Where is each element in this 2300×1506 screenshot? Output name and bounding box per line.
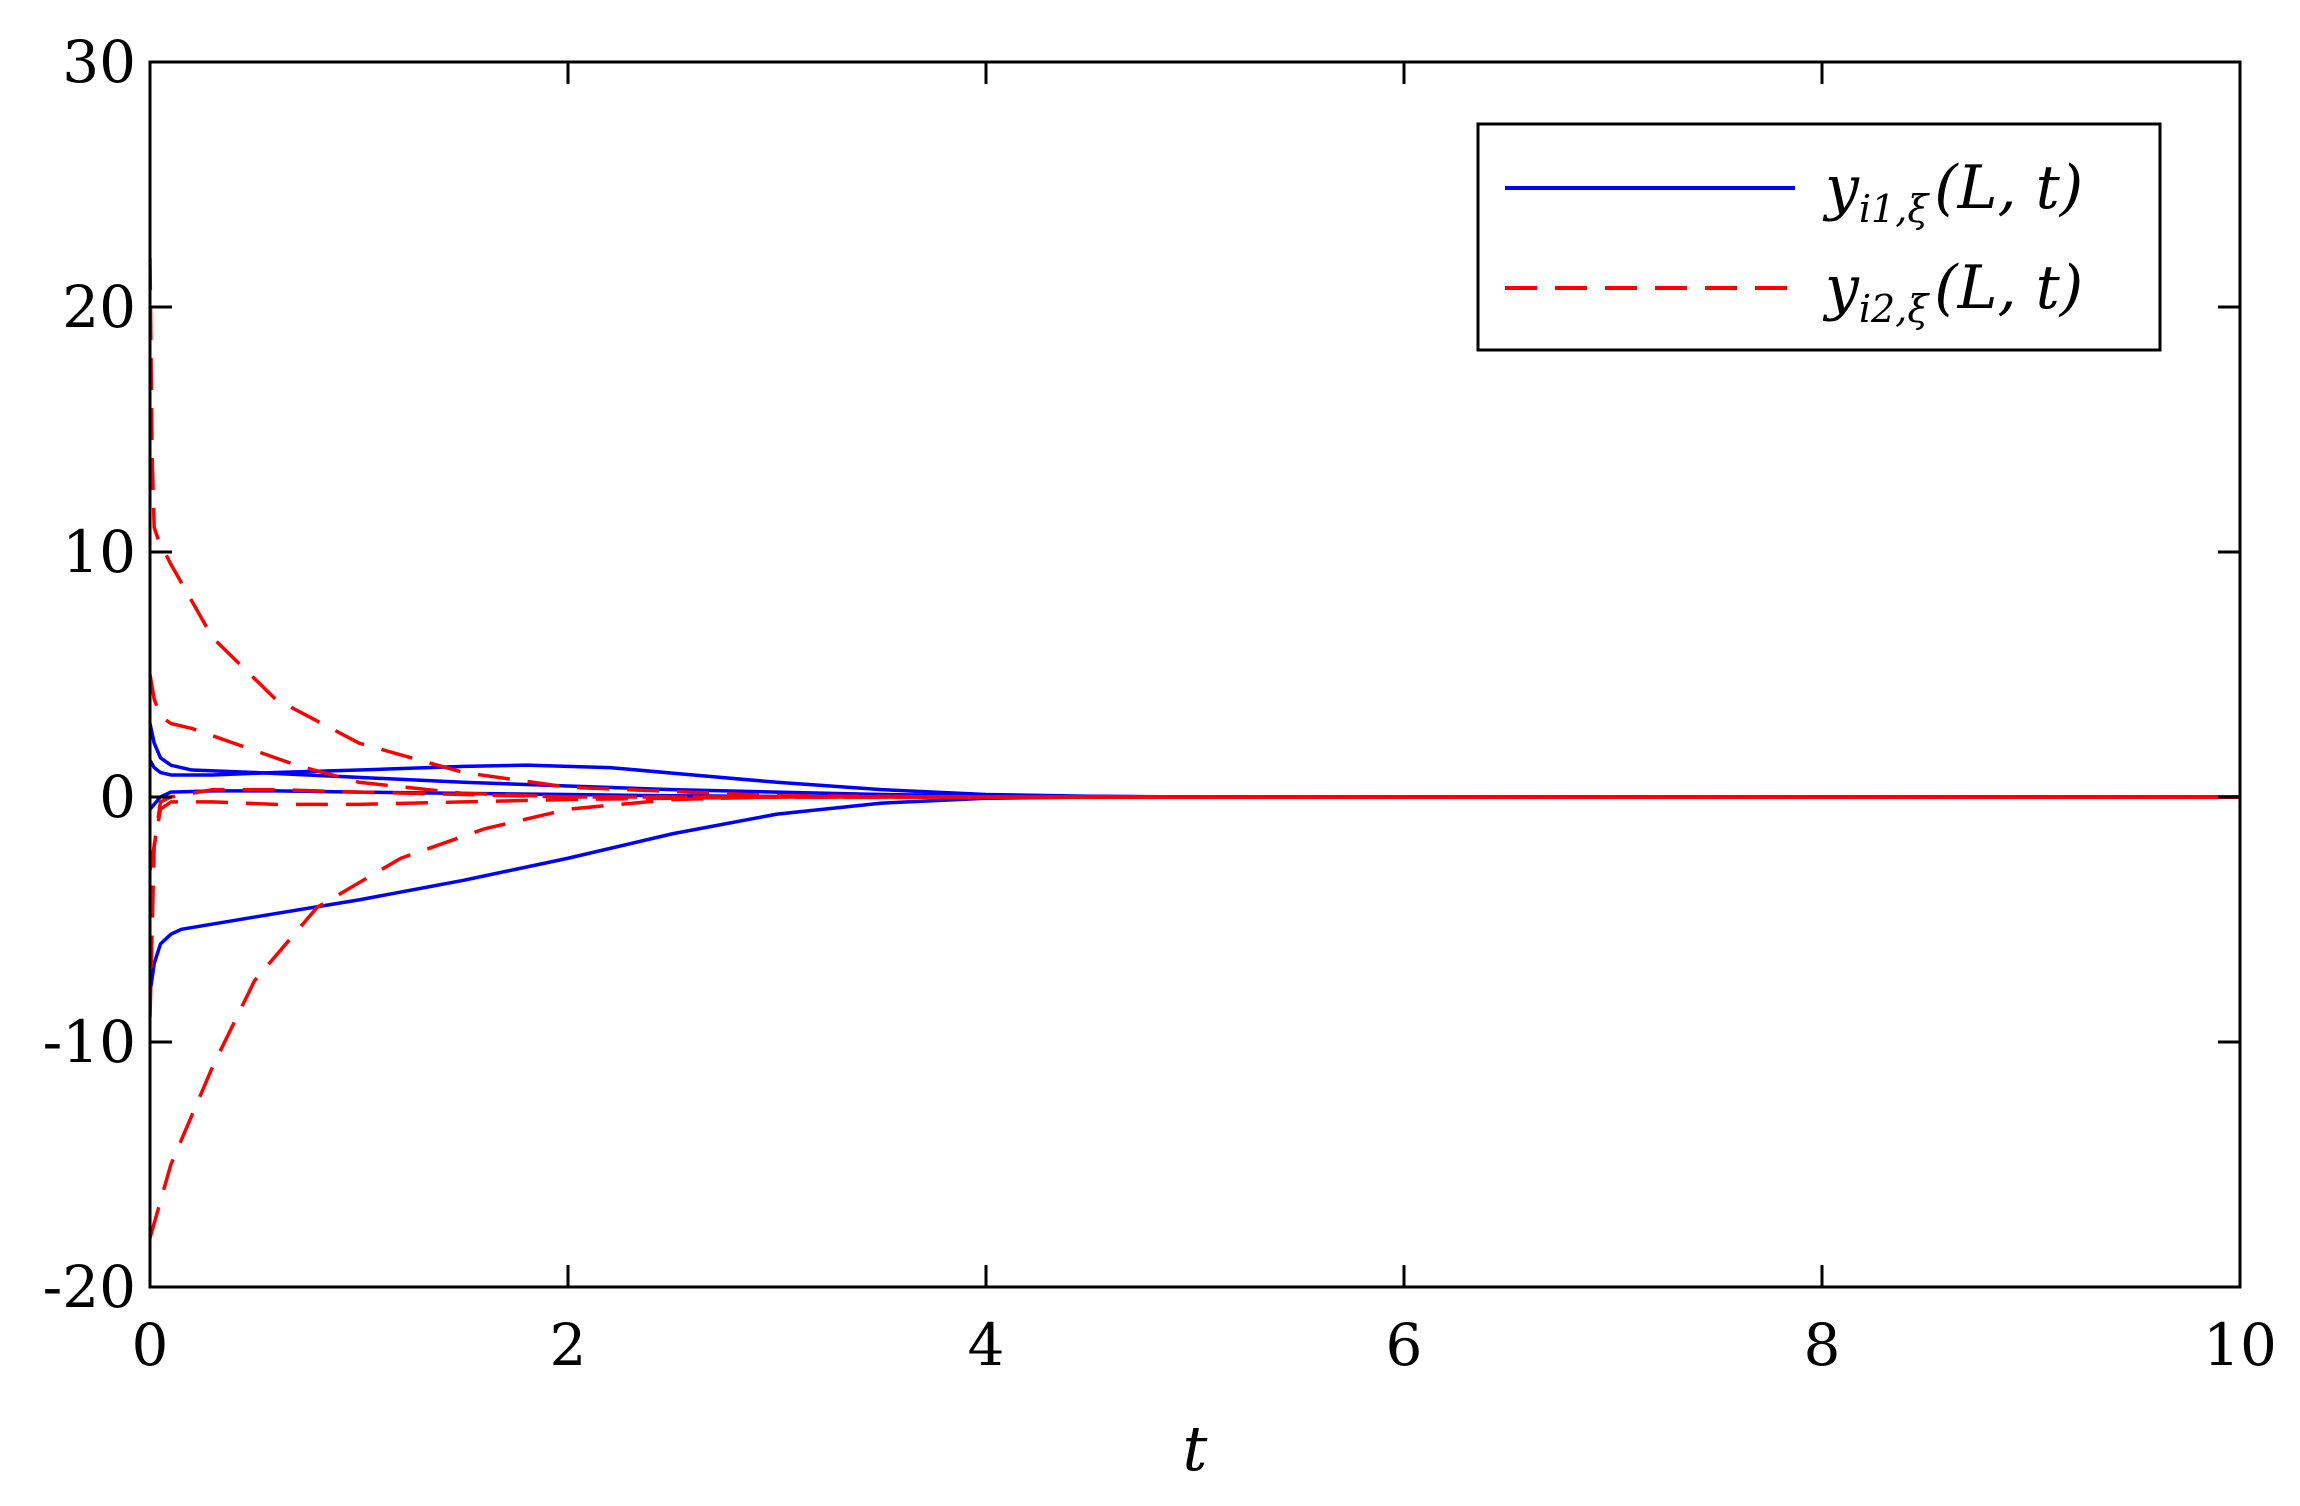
x-axis-label: t xyxy=(1183,1412,1208,1485)
y-tick-label: 10 xyxy=(62,518,136,586)
ticks-layer: 0 2 4 6 8 10 -20 -10 0 10 20 30 xyxy=(43,28,2277,1379)
legend-label-yi2-main: y xyxy=(1822,253,1860,323)
legend-label-yi1: yi1,ξ (L, t) xyxy=(1822,153,2083,231)
series-line-yi2-8 xyxy=(150,787,2240,1018)
series-line-yi2-4 xyxy=(150,257,2240,799)
y-tick-label: -20 xyxy=(43,1253,136,1321)
x-tick-label: 6 xyxy=(1386,1311,1423,1379)
legend-label-yi2-sub: i2,ξ xyxy=(1859,287,1930,331)
x-tick-label: 10 xyxy=(2203,1311,2277,1379)
y-tick-label: 0 xyxy=(99,763,136,831)
x-tick-label: 2 xyxy=(550,1311,587,1379)
y-tick-label: -10 xyxy=(43,1008,136,1076)
x-tick-label: 0 xyxy=(132,1311,169,1379)
plot-frame xyxy=(148,60,2242,1289)
legend-label-yi2-args: (L, t) xyxy=(1934,253,2083,323)
legend-label-yi1-main: y xyxy=(1822,153,1860,223)
y-tick-label: 20 xyxy=(62,273,136,341)
legend-label-yi1-sub: i1,ξ xyxy=(1859,187,1930,231)
y-tick-label: 30 xyxy=(62,28,136,96)
series-line-yi2-7 xyxy=(150,795,2240,1239)
legend-box xyxy=(1476,122,2162,352)
x-tick-label: 8 xyxy=(1804,1311,1841,1379)
legend: yi1,ξ (L, t) yi2,ξ (L, t) xyxy=(1476,122,2162,352)
legend-label-yi1-args: (L, t) xyxy=(1934,153,2083,223)
series-layer xyxy=(150,257,2240,1239)
legend-label-yi2: yi2,ξ (L, t) xyxy=(1822,253,2083,331)
x-tick-label: 4 xyxy=(968,1311,1005,1379)
